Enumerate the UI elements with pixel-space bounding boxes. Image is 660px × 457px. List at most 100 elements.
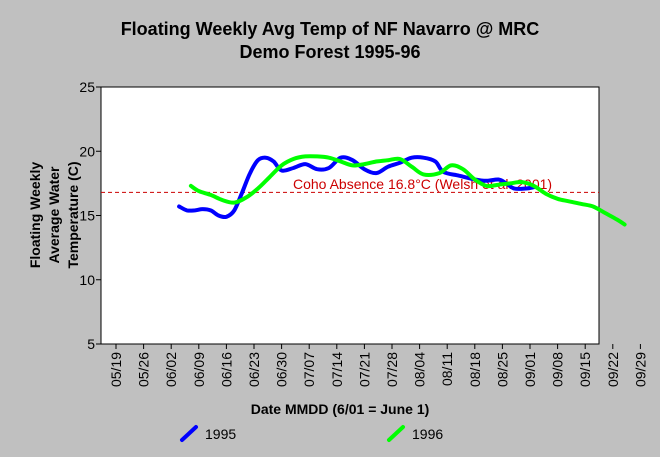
data-point-1995: [513, 187, 515, 190]
x-tick-label: 06/16: [218, 352, 234, 387]
data-point-1995: [351, 159, 354, 161]
series-line-1996: [188, 154, 627, 227]
data-point-1996: [257, 187, 259, 190]
data-point-1996: [438, 172, 441, 174]
x-tick-label: 05/19: [108, 352, 124, 387]
x-tick-label: 08/18: [467, 352, 483, 387]
x-tick-label: 06/09: [191, 352, 207, 387]
data-point-1996: [580, 203, 583, 205]
data-point-1996: [387, 159, 389, 161]
data-point-1995: [328, 167, 330, 169]
x-tick-label: 07/28: [384, 352, 400, 387]
data-point-1996: [233, 201, 236, 204]
data-point-1995: [194, 209, 196, 212]
data-point-1996: [422, 173, 425, 176]
data-point-1996: [604, 212, 606, 214]
data-point-1995: [434, 160, 437, 163]
data-point-1996: [292, 158, 295, 160]
data-point-1995: [225, 216, 228, 218]
y-tick-label: 5: [87, 336, 95, 352]
y-tick-label: 25: [79, 79, 95, 95]
data-point-1995: [525, 187, 527, 190]
data-point-1996: [328, 156, 330, 159]
data-point-1996: [545, 192, 547, 195]
data-point-1996: [316, 155, 318, 158]
x-tick-label: 09/29: [632, 352, 648, 387]
y-axis-title: Floating Weekly Average Water Temperatur…: [27, 161, 81, 268]
y-tick-label: 10: [79, 272, 95, 288]
x-tick-label: 09/08: [550, 352, 566, 387]
data-point-1996: [615, 218, 618, 221]
x-tick-label: 08/11: [439, 352, 455, 386]
x-tick-label: 06/30: [274, 352, 290, 387]
data-point-1995: [280, 169, 283, 172]
data-point-1996: [221, 199, 224, 201]
data-point-1995: [292, 167, 295, 169]
data-point-1995: [304, 163, 307, 165]
x-tick-label: 09/15: [577, 352, 593, 387]
data-point-1996: [209, 194, 212, 196]
data-point-1996: [190, 185, 192, 187]
data-point-1995: [458, 174, 460, 177]
x-tick-label: 06/02: [163, 352, 179, 387]
data-point-1996: [450, 164, 452, 167]
data-point-1996: [269, 176, 271, 178]
data-point-1996: [339, 160, 342, 163]
data-point-1996: [375, 160, 378, 163]
legend: 1995 1996: [180, 425, 443, 442]
x-tick-label: 07/14: [329, 352, 345, 387]
legend-label-1995: 1995: [205, 426, 236, 442]
data-point-1995: [201, 208, 204, 210]
y-axis: 5 10 15 20 25: [79, 79, 101, 352]
data-point-1996: [568, 200, 571, 203]
data-point-1995: [410, 156, 413, 159]
legend-label-1996: 1996: [412, 426, 443, 442]
data-point-1995: [233, 209, 236, 212]
data-point-1995: [257, 159, 259, 161]
data-point-1995: [497, 178, 500, 181]
data-point-1996: [304, 155, 307, 158]
x-tick-label: 09/22: [605, 352, 621, 387]
legend-swatch-1996: [387, 425, 405, 442]
y-tick-label: 15: [79, 208, 95, 224]
x-tick-label: 08/04: [412, 352, 428, 387]
data-point-1995: [316, 168, 318, 170]
y-tick-label: 20: [79, 143, 95, 159]
x-tick-label: 09/01: [522, 352, 538, 387]
data-point-1996: [497, 183, 500, 186]
x-axis-title: Date MMDD (6/01 = June 1): [251, 401, 430, 417]
data-point-1996: [351, 164, 354, 167]
x-axis: 05/19 05/26 06/02 06/09 06/16 06/23 06/30 07/07…: [108, 344, 648, 387]
data-point-1995: [209, 209, 212, 212]
x-tick-label: 07/21: [356, 352, 372, 387]
chart-title-line-2: Demo Forest 1995-96: [239, 42, 420, 62]
y-axis-title-line-3: Temperature (C): [65, 161, 81, 268]
data-point-1995: [422, 156, 425, 159]
data-point-1996: [399, 158, 401, 160]
x-tick-label: 05/26: [136, 352, 152, 387]
data-point-1995: [272, 160, 275, 163]
legend-swatch-1995: [180, 425, 198, 442]
data-point-1996: [592, 205, 594, 208]
data-point-1995: [399, 162, 401, 164]
data-point-1996: [521, 181, 523, 183]
x-tick-label: 08/25: [494, 352, 510, 387]
data-point-1995: [485, 180, 488, 182]
data-point-1996: [462, 168, 464, 170]
data-point-1996: [363, 163, 366, 165]
data-point-1996: [556, 198, 559, 200]
data-point-1995: [241, 191, 243, 194]
y-axis-title-line-2: Average Water: [46, 166, 62, 264]
series-layer: [177, 154, 627, 227]
data-point-1995: [375, 172, 378, 174]
data-point-1996: [245, 196, 247, 199]
data-point-1995: [265, 156, 267, 159]
data-point-1996: [280, 164, 283, 167]
data-point-1996: [485, 185, 488, 187]
data-point-1995: [387, 165, 389, 168]
data-point-1996: [198, 190, 200, 192]
data-point-1996: [533, 185, 535, 187]
plot-area: [100, 86, 600, 345]
